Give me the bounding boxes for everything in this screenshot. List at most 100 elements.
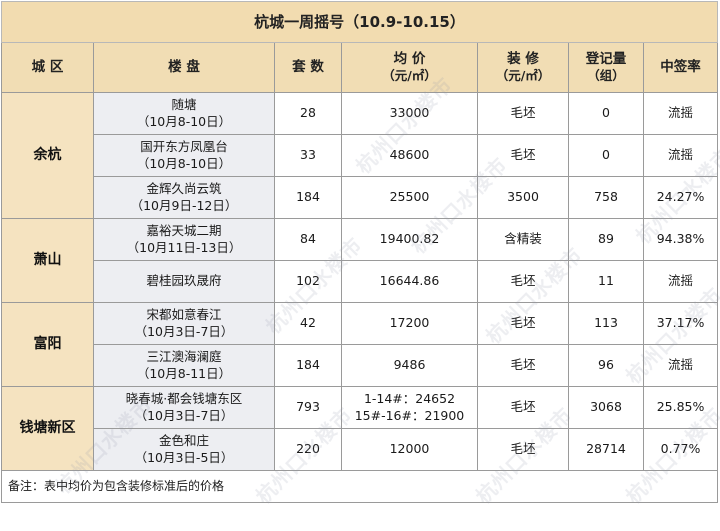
header-decoration: 装 修（元/㎡） (477, 42, 569, 93)
header-registered: 登记量 （组） (568, 42, 644, 93)
header-price-label: 均 价 (393, 50, 426, 67)
decoration-cell: 毛坯 (477, 386, 569, 429)
district-cell: 萧山 (1, 218, 94, 303)
project-date: （10月8-10日） (136, 155, 232, 171)
rate-cell: 94.38% (642, 218, 719, 261)
registered-cell: 0 (568, 92, 644, 135)
project-name: 碧桂园玖晟府 (146, 273, 222, 289)
lottery-table: 杭城一周摇号（10.9-10.15） 城 区 楼 盘 套 数 均 价（元/㎡） … (0, 1, 719, 503)
price-line-1: 1-14#：24652 (363, 390, 456, 406)
registered-cell: 11 (568, 260, 644, 303)
project-cell: 宋都如意春江 （10月3日-7日） (93, 302, 275, 345)
project-cell: 金色和庄 （10月3日-5日） (93, 428, 275, 471)
header-decoration-label: 装 修 (507, 50, 539, 67)
header-units: 套 数 (274, 42, 342, 93)
header-price-unit: （元/㎡） (382, 68, 437, 84)
price-line-2: 15#-16#：21900 (354, 407, 465, 423)
table-row: 三江澳海澜庭 （10月8-11日） 184 9486 毛坯 96 流摇 (2, 344, 719, 387)
project-date: （10月11日-13日） (126, 239, 242, 255)
table-row: 金辉久尚云筑 （10月9日-12日） 184 25500 3500 758 24.… (2, 176, 719, 219)
header-registered-label: 登记量 (585, 50, 627, 67)
table-row: 余杭 随塘 （10月8-10日） 28 33000 毛坯 0 流摇 (1, 92, 719, 219)
project-cell: 嘉裕天城二期 （10月11日-13日） (93, 218, 275, 261)
project-cell: 碧桂园玖晟府 (93, 260, 275, 303)
price-cell: 17200 (341, 302, 478, 345)
header-rate: 中签率 (642, 42, 719, 93)
units-cell: 102 (274, 260, 342, 303)
table-note: 备注：表中均价为包含装修标准后的价格 (0, 470, 719, 503)
table-row: 金色和庄 （10月3日-5日） 220 12000 毛坯 28714 0.77% (2, 428, 719, 471)
registered-cell: 28714 (568, 428, 644, 471)
units-cell: 84 (274, 218, 342, 261)
project-date: （10月3日-7日） (134, 407, 234, 423)
units-cell: 793 (274, 386, 342, 429)
rate-cell: 0.77% (642, 428, 719, 471)
table-row: 钱塘新区 晓春城·都会钱塘东区 （10月3日-7日） 793 1-14#：2465… (1, 386, 719, 471)
rate-cell: 25.85% (642, 386, 719, 429)
header-price: 均 价（元/㎡） (341, 42, 478, 93)
registered-cell: 3068 (568, 386, 644, 429)
table-row: 国开东方凤凰台 （10月8-10日） 33 48600 毛坯 0 流摇 (2, 134, 719, 177)
decoration-cell: 毛坯 (477, 428, 569, 471)
title-row: 杭城一周摇号（10.9-10.15） (0, 1, 719, 43)
decoration-cell: 毛坯 (477, 302, 569, 345)
rate-cell: 流摇 (642, 344, 719, 387)
project-cell: 随塘 （10月8-10日） (93, 92, 275, 135)
table-row: 碧桂园玖晟府 102 16644.86 毛坯 11 流摇 (2, 260, 719, 303)
registered-cell: 113 (568, 302, 644, 345)
project-name: 国开东方凤凰台 (140, 138, 228, 154)
project-name: 金辉久尚云筑 (146, 180, 222, 196)
project-name: 晓春城·都会钱塘东区 (125, 390, 243, 406)
registered-cell: 89 (568, 218, 644, 261)
decoration-cell: 毛坯 (477, 92, 569, 135)
decoration-cell: 含精装 (477, 218, 569, 261)
table-row: 富阳 宋都如意春江 （10月3日-7日） 42 17200 毛坯 113 37.1… (1, 302, 719, 387)
project-cell: 国开东方凤凰台 （10月8-10日） (93, 134, 275, 177)
registered-cell: 758 (568, 176, 644, 219)
header-project: 楼 盘 (93, 42, 275, 93)
registered-cell: 96 (568, 344, 644, 387)
price-cell: 25500 (341, 176, 478, 219)
table-row: 萧山 嘉裕天城二期 （10月11日-13日） 84 19400.82 含精装 89… (1, 218, 719, 303)
district-cell: 钱塘新区 (1, 386, 94, 471)
price-cell: 12000 (341, 428, 478, 471)
price-cell: 19400.82 (341, 218, 478, 261)
project-date: （10月8-11日） (136, 365, 232, 381)
project-date: （10月3日-7日） (134, 323, 234, 339)
price-cell: 1-14#：24652 15#-16#：21900 (341, 386, 478, 429)
units-cell: 184 (274, 176, 342, 219)
units-cell: 42 (274, 302, 342, 345)
rate-cell: 流摇 (642, 92, 719, 135)
units-cell: 184 (274, 344, 342, 387)
units-cell: 33 (274, 134, 342, 177)
registered-cell: 0 (568, 134, 644, 177)
units-cell: 28 (274, 92, 342, 135)
units-cell: 220 (274, 428, 342, 471)
project-name: 金色和庄 (158, 432, 209, 448)
project-name: 随塘 (171, 96, 197, 112)
project-cell: 三江澳海澜庭 （10月8-11日） (93, 344, 275, 387)
decoration-cell: 3500 (477, 176, 569, 219)
rate-cell: 24.27% (642, 176, 719, 219)
project-name: 嘉裕天城二期 (146, 222, 222, 238)
decoration-cell: 毛坯 (477, 134, 569, 177)
project-name: 三江澳海澜庭 (146, 348, 222, 364)
price-cell: 48600 (341, 134, 478, 177)
decoration-cell: 毛坯 (477, 260, 569, 303)
header-district: 城 区 (1, 42, 94, 93)
price-cell: 9486 (341, 344, 478, 387)
project-date: （10月3日-5日） (134, 449, 234, 465)
decoration-cell: 毛坯 (477, 344, 569, 387)
header-registered-unit: （组） (587, 68, 625, 84)
rate-cell: 37.17% (642, 302, 719, 345)
project-cell: 晓春城·都会钱塘东区 （10月3日-7日） (93, 386, 275, 429)
table-title: 杭城一周摇号（10.9-10.15） (0, 1, 719, 43)
district-cell: 富阳 (1, 302, 94, 387)
header-decoration-unit: （元/㎡） (495, 68, 551, 84)
district-cell: 余杭 (1, 92, 94, 219)
rate-cell: 流摇 (642, 260, 719, 303)
price-cell: 16644.86 (341, 260, 478, 303)
project-name: 宋都如意春江 (146, 306, 222, 322)
project-cell: 金辉久尚云筑 （10月9日-12日） (93, 176, 275, 219)
